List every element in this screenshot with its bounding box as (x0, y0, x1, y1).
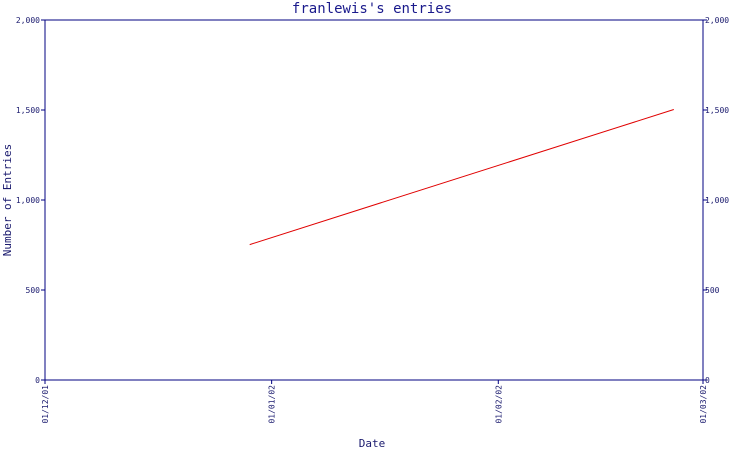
x-tick-label: 01/12/01 (41, 385, 50, 424)
y-tick-label-left: 500 (26, 286, 41, 295)
y-tick-label-left: 0 (35, 376, 40, 385)
y-tick-label-left: 1,500 (16, 106, 40, 115)
y-tick-label-right: 1,500 (705, 106, 729, 115)
y-tick-label-right: 0 (705, 376, 710, 385)
y-axis-label: Number of Entries (1, 144, 14, 257)
y-tick-label-left: 2,000 (16, 16, 40, 25)
x-tick-label: 01/02/02 (494, 385, 503, 424)
series-line (249, 109, 674, 246)
y-axis-right: 0 500 1,000 1,500 2,000 (703, 16, 729, 385)
x-tick-label: 01/03/02 (699, 385, 708, 424)
series-layer (249, 109, 674, 246)
x-tick-label: 01/01/02 (268, 385, 277, 424)
y-tick-label-right: 500 (705, 286, 720, 295)
y-axis-left: 0 500 1,000 1,500 2,000 (16, 16, 45, 385)
y-tick-label-right: 2,000 (705, 16, 729, 25)
x-axis-label: Date (359, 437, 386, 450)
y-tick-label-right: 1,000 (705, 196, 729, 205)
plot-area (44, 19, 704, 381)
chart-title: franlewis's entries (292, 1, 452, 17)
y-tick-label-left: 1,000 (16, 196, 40, 205)
x-axis: 01/12/01 01/01/02 01/02/02 01/03/02 (41, 380, 708, 424)
